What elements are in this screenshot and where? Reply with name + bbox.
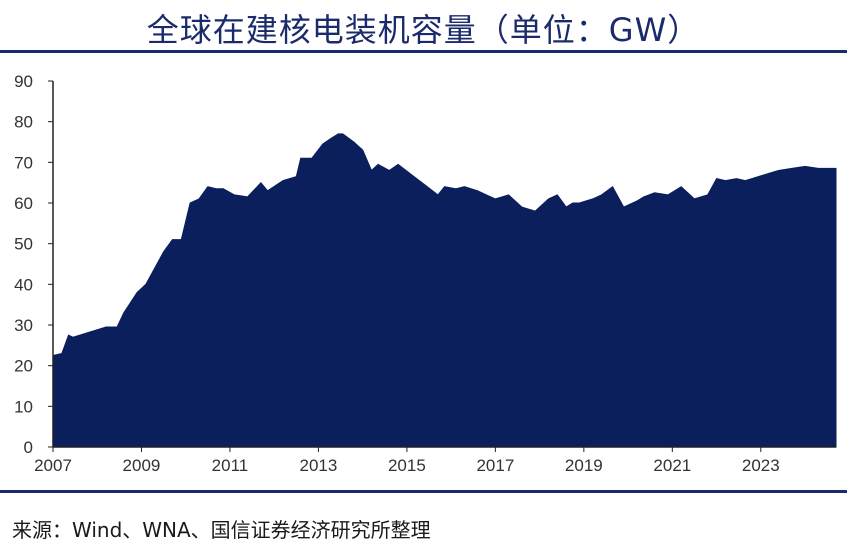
y-tick-label: 0 — [24, 438, 33, 457]
y-tick-label: 70 — [14, 153, 33, 172]
x-tick-label: 2009 — [123, 456, 161, 475]
area-series-0 — [52, 133, 837, 448]
y-tick-label: 20 — [14, 357, 33, 376]
x-tick-label: 2017 — [476, 456, 514, 475]
x-tick-label: 2007 — [34, 456, 72, 475]
footer-divider — [0, 490, 847, 493]
y-tick-label: 80 — [14, 113, 33, 132]
x-tick-label: 2013 — [300, 456, 338, 475]
y-tick-label: 90 — [14, 72, 33, 91]
plot-area: 0 10 20 30 40 50 60 70 80 90 2007 2009 2011 2013 2015 2… — [14, 72, 837, 475]
y-tick-label: 60 — [14, 194, 33, 213]
y-tick-label: 40 — [14, 275, 33, 294]
y-tick-label: 10 — [14, 397, 33, 416]
x-tick-label: 2023 — [742, 456, 780, 475]
area-chart: 0 10 20 30 40 50 60 70 80 90 2007 2009 2011 2013 2015 2… — [14, 72, 837, 475]
x-tick-label: 2019 — [565, 456, 603, 475]
title-divider — [0, 50, 847, 53]
x-tick-label: 2021 — [653, 456, 691, 475]
y-tick-label: 30 — [14, 316, 33, 335]
y-tick-label: 50 — [14, 235, 33, 254]
source-note: 来源：Wind、WNA、国信证券经济研究所整理 — [12, 518, 431, 542]
x-tick-label: 2015 — [388, 456, 426, 475]
chart-title: 全球在建核电装机容量（单位：GW） — [146, 11, 701, 49]
x-tick-label: 2011 — [212, 456, 249, 475]
